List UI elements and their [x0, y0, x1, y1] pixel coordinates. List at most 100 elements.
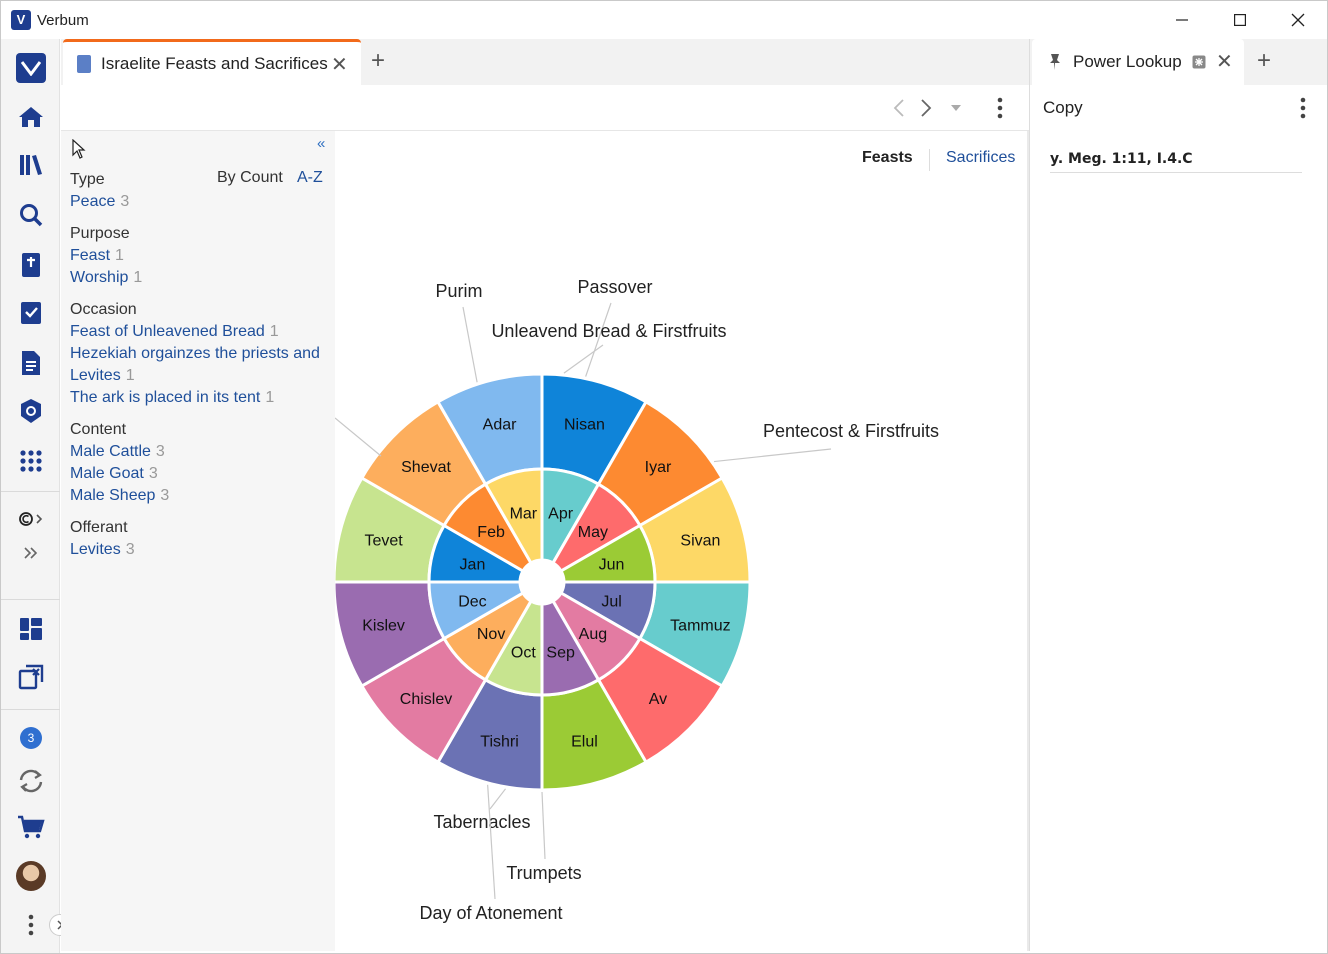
home-button[interactable]: [10, 97, 52, 137]
filter-count: 3: [125, 541, 135, 558]
copy-button[interactable]: Copy: [1043, 98, 1083, 117]
month-inner-label: Dec: [458, 594, 486, 611]
filter-option[interactable]: Levites 1: [70, 365, 135, 387]
filter-label: Feast of Unleavened Bread: [70, 323, 265, 340]
sync-button[interactable]: [10, 761, 52, 801]
close-icon: [1291, 13, 1305, 27]
maximize-button[interactable]: [1211, 1, 1269, 39]
tab-israelite-feasts[interactable]: Israelite Feasts and Sacrifices ✕: [63, 39, 361, 85]
verbum-logo-icon[interactable]: [16, 53, 46, 83]
filter-count: 1: [133, 269, 143, 286]
panel-splitter[interactable]: [1027, 131, 1030, 951]
month-inner-label: Oct: [511, 645, 536, 662]
view-sacrifices-tab[interactable]: Sacrifices: [946, 149, 1016, 166]
history-dropdown-icon[interactable]: [950, 104, 962, 112]
minimize-button[interactable]: [1153, 1, 1211, 39]
filter-label: Purpose: [70, 225, 130, 242]
home-icon: [19, 107, 43, 127]
rail-divider: [1, 491, 60, 492]
documents-button[interactable]: [10, 343, 52, 383]
back-icon[interactable]: [893, 99, 905, 117]
sort-by-count[interactable]: By Count: [217, 169, 283, 186]
bible-icon: [22, 253, 40, 277]
search-button[interactable]: [10, 195, 52, 235]
month-inner-label: Jun: [599, 556, 625, 573]
month-outer-label: Adar: [483, 417, 517, 434]
feast-label[interactable]: Tabernacles: [433, 812, 530, 832]
layouts-button[interactable]: [10, 609, 52, 649]
filter-option[interactable]: Hezekiah orgainzes the priests and: [70, 343, 320, 365]
view-divider: [929, 149, 930, 171]
mouse-cursor-icon: [72, 139, 86, 159]
sync-icon: [19, 769, 43, 793]
pin-icon[interactable]: [1048, 53, 1062, 71]
notification-badge[interactable]: 3: [20, 727, 42, 749]
filter-label: Peace: [70, 193, 116, 210]
month-outer-label: Nisan: [564, 417, 605, 434]
add-right-tab-button[interactable]: +: [1257, 47, 1272, 74]
library-button[interactable]: [10, 145, 52, 185]
rail-divider: [1, 709, 60, 710]
power-lookup-body: y. Meg. 1:11, I.4.C: [1029, 131, 1327, 951]
filter-option[interactable]: Worship 1: [70, 267, 142, 289]
month-inner-label: Aug: [579, 626, 607, 643]
tab-title: Israelite Feasts and Sacrifices: [101, 54, 328, 73]
power-lookup-menu-icon[interactable]: [1300, 97, 1306, 119]
feast-leader-line: [487, 784, 496, 900]
filter-count: 1: [115, 247, 124, 264]
tab-power-lookup[interactable]: Power Lookup ✕: [1032, 39, 1244, 85]
tab-close-icon[interactable]: ✕: [331, 54, 348, 76]
feast-leader-line: [541, 791, 546, 860]
feast-label[interactable]: Trumpets: [506, 863, 581, 883]
month-outer-label: Tammuz: [670, 617, 730, 634]
filter-count: 3: [120, 193, 130, 210]
filter-option[interactable]: Levites 3: [70, 539, 135, 561]
filter-count: 1: [125, 367, 135, 384]
filter-option[interactable]: Male Goat 3: [70, 463, 158, 485]
panel-menu-icon[interactable]: [997, 97, 1003, 119]
power-lookup-close-icon[interactable]: ✕: [1216, 51, 1233, 73]
filter-count: 3: [160, 487, 170, 504]
store-button[interactable]: [10, 807, 52, 847]
guides-button[interactable]: [10, 391, 52, 431]
bible-button[interactable]: [10, 245, 52, 285]
view-feasts-tab[interactable]: Feasts: [862, 149, 913, 166]
sort-a-z[interactable]: A-Z: [297, 169, 323, 186]
filter-option[interactable]: Male Cattle 3: [70, 441, 165, 463]
month-inner-label: May: [578, 524, 608, 541]
feast-label[interactable]: Passover: [577, 277, 652, 297]
user-avatar[interactable]: [16, 861, 46, 891]
add-tab-button[interactable]: +: [371, 47, 386, 74]
feast-label[interactable]: Purim: [435, 281, 482, 301]
filter-group-heading: Content: [70, 419, 126, 441]
collapse-panel-button[interactable]: «: [317, 135, 326, 152]
filter-option[interactable]: Peace 3: [70, 191, 129, 213]
tools-button[interactable]: [10, 441, 52, 481]
grid-icon: [20, 450, 42, 472]
filter-option[interactable]: The ark is placed in its tent 1: [70, 387, 274, 409]
filter-panel: « By Count A-Z Type Peace 3 Purpose Feast 1 Wo…: [61, 131, 335, 951]
filter-option[interactable]: Male Sheep 3: [70, 485, 169, 507]
copyright-button[interactable]: [10, 499, 52, 539]
filter-option[interactable]: Feast 1: [70, 245, 124, 267]
rail-divider: [1, 599, 60, 600]
link-set-icon[interactable]: [1192, 55, 1206, 69]
feast-leader-line: [585, 302, 612, 377]
filter-option[interactable]: Feast of Unleavened Bread 1: [70, 321, 279, 343]
close-window-button[interactable]: [1269, 1, 1327, 39]
feast-label[interactable]: Day of Atonement: [419, 903, 562, 923]
reading-plan-button[interactable]: [10, 293, 52, 333]
month-outer-label: Av: [649, 691, 667, 708]
more-tools-button[interactable]: [10, 533, 52, 573]
month-inner-label: Jan: [460, 556, 486, 573]
feast-label[interactable]: Pentecost & Firstfruits: [763, 421, 939, 441]
rail-menu-button[interactable]: [10, 905, 52, 945]
forward-icon[interactable]: [920, 99, 932, 117]
feast-leader-line: [563, 344, 604, 374]
lookup-reference[interactable]: y. Meg. 1:11, I.4.C: [1050, 151, 1193, 167]
filter-label: Male Cattle: [70, 443, 151, 460]
month-inner-label: Jul: [601, 594, 621, 611]
close-all-button[interactable]: [10, 657, 52, 697]
verbum-mark-icon: [21, 61, 41, 76]
feast-label[interactable]: Unleavend Bread & Firstfruits: [491, 321, 726, 341]
